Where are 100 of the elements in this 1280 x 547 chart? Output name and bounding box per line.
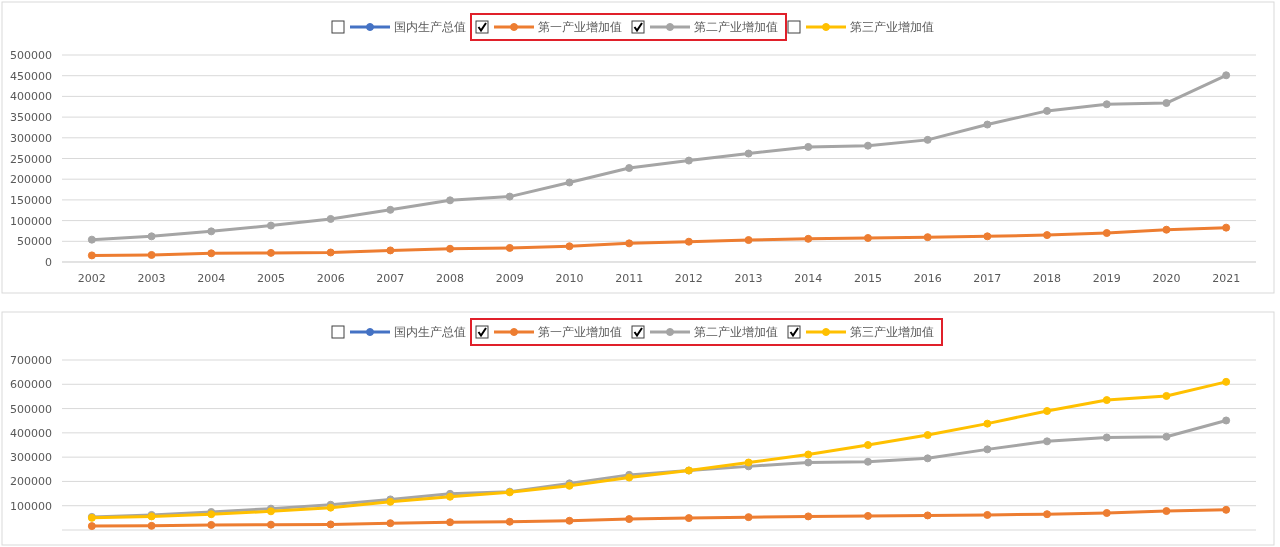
point <box>804 512 813 521</box>
legend-label: 国内生产总值 <box>394 20 466 34</box>
y-tick-label: 150000 <box>10 193 52 207</box>
legend-label: 第三产业增加值 <box>850 20 934 34</box>
point <box>326 214 335 223</box>
point <box>1162 99 1171 108</box>
point <box>1102 509 1111 517</box>
point <box>804 142 813 151</box>
point <box>207 520 216 529</box>
point <box>386 519 395 528</box>
point <box>625 164 634 173</box>
point <box>684 237 693 246</box>
x-tick-label: 2018 <box>1033 272 1062 285</box>
point <box>923 511 932 520</box>
x-tick-label: 2012 <box>674 272 703 285</box>
point <box>684 514 693 523</box>
point <box>1043 231 1052 240</box>
point <box>565 242 574 251</box>
x-tick-label: 2011 <box>615 272 644 285</box>
point <box>983 445 992 454</box>
point <box>625 515 634 524</box>
point <box>446 244 455 253</box>
y-tick-label: 100000 <box>10 499 52 513</box>
point <box>744 513 753 522</box>
point <box>1162 225 1171 234</box>
point <box>266 520 275 529</box>
point <box>147 521 156 530</box>
y-tick-label: 300000 <box>10 131 52 145</box>
point <box>87 251 96 260</box>
point <box>1222 71 1231 80</box>
point <box>1102 396 1111 405</box>
y-tick-label: 450000 <box>10 69 52 83</box>
point <box>1222 416 1231 425</box>
legend-label: 第一产业增加值 <box>538 325 622 339</box>
point <box>1043 437 1052 446</box>
point <box>326 520 335 529</box>
point <box>744 458 753 467</box>
y-tick-label: 500000 <box>10 402 52 416</box>
point <box>207 227 216 236</box>
point <box>326 248 335 257</box>
y-tick-label: 100000 <box>10 214 52 228</box>
x-tick-label: 2002 <box>77 272 106 285</box>
point <box>266 221 275 230</box>
point <box>1222 377 1231 386</box>
x-tick-label: 2006 <box>316 272 345 285</box>
x-tick-label: 2007 <box>376 272 405 285</box>
point <box>1162 507 1171 516</box>
point <box>923 454 932 463</box>
x-tick-label: 2014 <box>794 272 823 285</box>
point <box>386 246 395 255</box>
y-tick-label: 0 <box>45 256 52 269</box>
point <box>505 517 514 526</box>
point <box>87 235 96 244</box>
point <box>804 234 813 243</box>
point <box>505 192 514 201</box>
point <box>983 120 992 129</box>
point <box>983 510 992 519</box>
point <box>804 458 813 467</box>
y-tick-label: 200000 <box>10 475 52 489</box>
point <box>625 239 634 248</box>
x-tick-label: 2021 <box>1212 272 1241 285</box>
point <box>1043 106 1052 115</box>
x-tick-label: 2016 <box>913 272 942 285</box>
x-tick-label: 2003 <box>137 272 166 285</box>
x-tick-label: 2010 <box>555 272 584 285</box>
point <box>1043 510 1052 519</box>
y-tick-label: 200000 <box>10 173 52 187</box>
legend-label: 第二产业增加值 <box>694 325 778 339</box>
point <box>446 196 455 205</box>
point <box>923 135 932 144</box>
point <box>1162 432 1171 441</box>
point <box>266 248 275 257</box>
point <box>863 457 872 466</box>
point <box>1162 391 1171 400</box>
y-tick-label: 400000 <box>10 426 52 440</box>
point <box>386 205 395 214</box>
y-tick-label: 350000 <box>10 111 52 125</box>
point <box>923 233 932 242</box>
x-tick-label: 2005 <box>256 272 285 285</box>
point <box>505 243 514 252</box>
point <box>863 233 872 242</box>
y-tick-label: 700000 <box>10 354 52 367</box>
y-tick-label: 250000 <box>10 152 52 166</box>
x-tick-label: 2015 <box>853 272 882 285</box>
point <box>1102 229 1111 238</box>
point <box>744 236 753 245</box>
point <box>863 441 872 449</box>
y-tick-label: 400000 <box>10 90 52 104</box>
point <box>446 518 455 527</box>
point <box>147 232 156 241</box>
point <box>923 431 932 440</box>
point <box>87 522 96 531</box>
x-tick-label: 2020 <box>1152 272 1181 285</box>
x-tick-label: 2009 <box>495 272 524 285</box>
point <box>1102 433 1111 442</box>
point <box>565 178 574 187</box>
point <box>744 149 753 158</box>
point <box>1102 100 1111 109</box>
legend-label: 第三产业增加值 <box>850 325 934 339</box>
x-tick-label: 2019 <box>1092 272 1121 285</box>
